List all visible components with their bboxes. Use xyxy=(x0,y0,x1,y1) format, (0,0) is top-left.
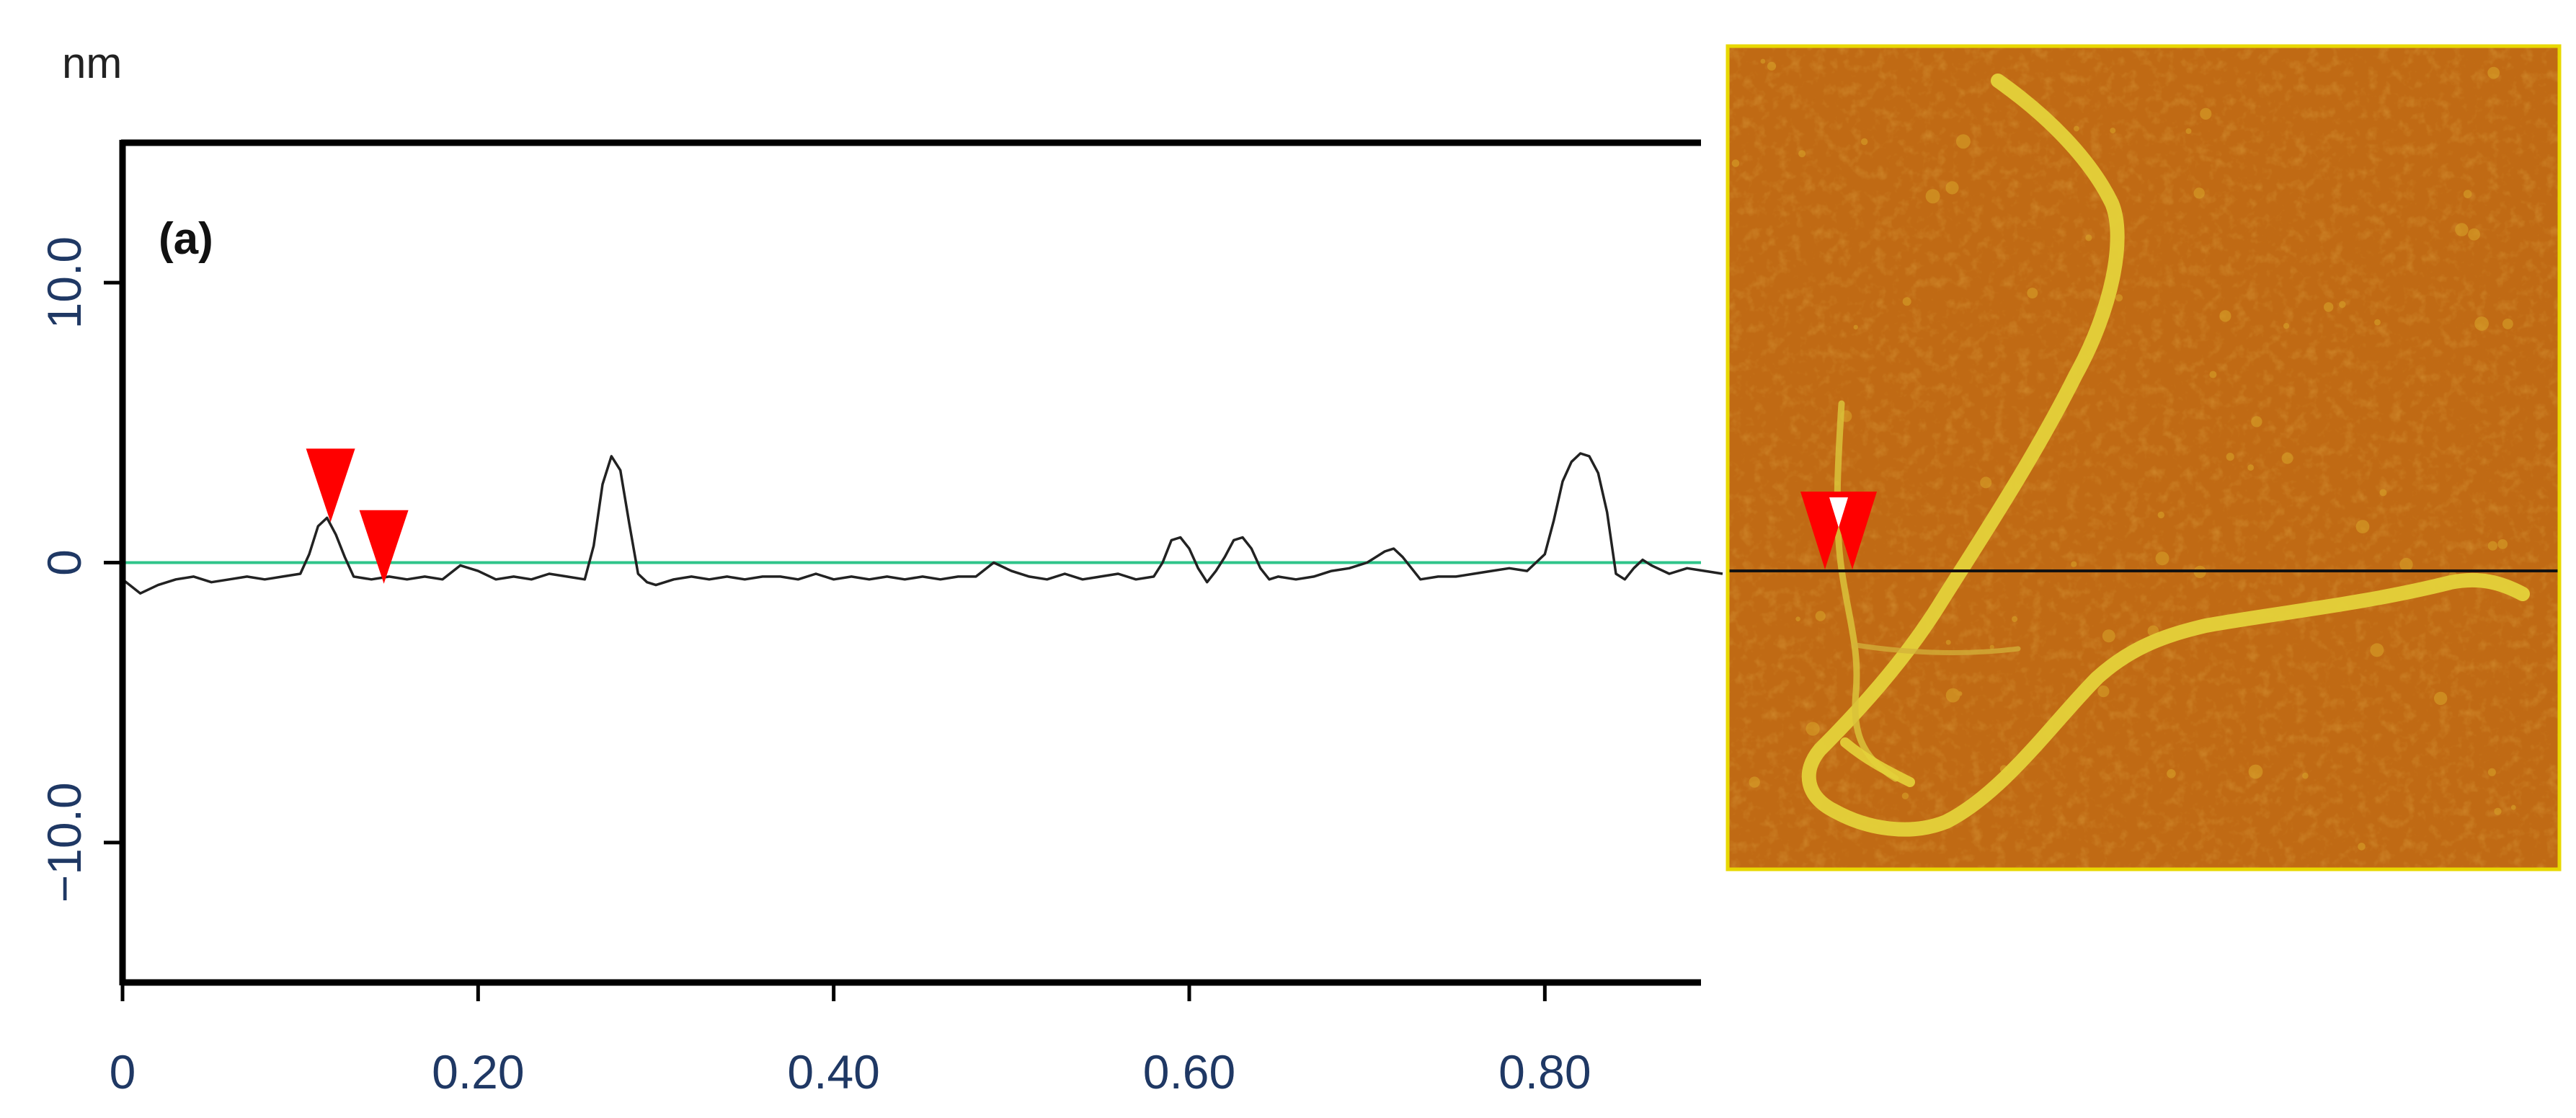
height-profile-line xyxy=(121,452,1723,595)
surface-particle xyxy=(1901,792,1909,799)
surface-particle xyxy=(2487,66,2500,79)
surface-particle xyxy=(2502,319,2513,329)
surface-particle xyxy=(2071,561,2077,567)
height-profile-chart: 0 0.20 0.40 0.60 0.80 10.0 0 −10.0 nm (a) xyxy=(37,39,1723,1099)
surface-particle xyxy=(1945,688,1960,703)
surface-particle xyxy=(2248,764,2263,779)
surface-particle xyxy=(2209,371,2217,378)
branch-fibril xyxy=(1834,400,1899,782)
surface-particle xyxy=(2012,616,2018,623)
surface-particle xyxy=(2185,128,2192,134)
surface-particle xyxy=(2155,551,2169,566)
surface-particle xyxy=(2434,691,2448,706)
surface-particle xyxy=(1731,159,1740,167)
cursor-markers xyxy=(306,448,409,584)
surface-particle xyxy=(1853,324,1858,330)
afm-marker-highlight xyxy=(1829,497,1848,528)
surface-particle xyxy=(2324,302,2334,312)
surface-particle xyxy=(2102,629,2115,643)
x-tick-label-5: 0.80 xyxy=(1498,1045,1591,1099)
surface-particle xyxy=(1767,61,1777,71)
surface-particle xyxy=(1749,776,1760,788)
afm-border xyxy=(1726,44,2562,871)
surface-particle xyxy=(2027,288,2038,299)
surface-particle xyxy=(2247,464,2255,471)
surface-particle xyxy=(2302,772,2309,779)
x-tick-label-1: 0 xyxy=(110,1045,136,1099)
surface-particle xyxy=(2167,769,2176,778)
surface-particle xyxy=(2468,228,2481,241)
surface-particle xyxy=(2463,190,2472,199)
surface-particle xyxy=(1989,644,1994,650)
x-tick-label-4: 0.60 xyxy=(1143,1045,1235,1099)
surface-particle xyxy=(1815,611,1826,621)
cursor-marker-1 xyxy=(306,448,355,523)
surface-particle xyxy=(2193,187,2205,199)
surface-particle xyxy=(2115,294,2123,302)
cursor-marker-2 xyxy=(359,510,409,584)
x-tick-label-3: 0.40 xyxy=(787,1045,879,1099)
junction-knot xyxy=(1840,737,1915,787)
surface-particle xyxy=(2281,452,2293,464)
surface-particle xyxy=(2374,319,2381,326)
side-fibril xyxy=(1853,642,2021,655)
surface-particle xyxy=(2494,807,2502,815)
surface-particle xyxy=(2097,686,2110,698)
surface-particle xyxy=(1955,134,1971,149)
surface-particle xyxy=(2487,768,2496,776)
afm-texture xyxy=(1728,46,2559,869)
surface-particle xyxy=(1925,189,1940,204)
surface-particle xyxy=(2370,643,2384,657)
surface-particle xyxy=(2283,323,2290,329)
surface-particle xyxy=(2497,539,2508,549)
surface-particle xyxy=(2379,489,2387,497)
afm-topography-image xyxy=(1726,44,2562,871)
surface-particle xyxy=(2358,843,2366,851)
surface-particle xyxy=(2200,107,2212,120)
y-axis-unit: nm xyxy=(62,39,122,87)
surface-particle xyxy=(2355,520,2370,533)
surface-particle xyxy=(2399,557,2413,572)
surface-particle xyxy=(2157,511,2164,519)
surface-particle xyxy=(1806,722,1820,736)
surface-particle xyxy=(1945,181,1959,195)
surface-particle xyxy=(2085,234,2092,241)
surface-particle xyxy=(1945,639,1951,645)
surface-particle xyxy=(2251,416,2262,427)
surface-particle xyxy=(2110,128,2116,134)
surface-particle xyxy=(1861,138,1868,146)
main-fibril xyxy=(1801,74,2530,837)
surface-particle xyxy=(2487,541,2497,551)
surface-particle xyxy=(2510,804,2516,810)
y-tick-label-1: 10.0 xyxy=(37,236,91,329)
x-axis-ticks: 0 0.20 0.40 0.60 0.80 xyxy=(110,982,1591,1099)
surface-particle xyxy=(2474,316,2490,331)
surface-particle xyxy=(1795,616,1800,621)
afm-features xyxy=(1731,58,2530,851)
surface-particle xyxy=(1760,58,1766,64)
surface-particle xyxy=(1798,150,1806,158)
surface-particle xyxy=(1980,476,1992,489)
y-tick-label-3: −10.0 xyxy=(37,782,91,902)
panel-label: (a) xyxy=(159,214,213,264)
x-tick-label-2: 0.20 xyxy=(432,1045,524,1099)
surface-particle xyxy=(2339,301,2346,309)
surface-particle xyxy=(2455,223,2469,236)
surface-particle xyxy=(2074,125,2079,132)
surface-particle xyxy=(1902,297,1911,306)
surface-particle xyxy=(1958,691,1963,696)
afm-cursor-markers xyxy=(1800,492,1877,569)
surface-particle xyxy=(2219,310,2231,322)
y-tick-label-2: 0 xyxy=(37,549,91,576)
surface-particle xyxy=(2226,453,2234,461)
y-axis-ticks: 10.0 0 −10.0 xyxy=(37,236,123,902)
